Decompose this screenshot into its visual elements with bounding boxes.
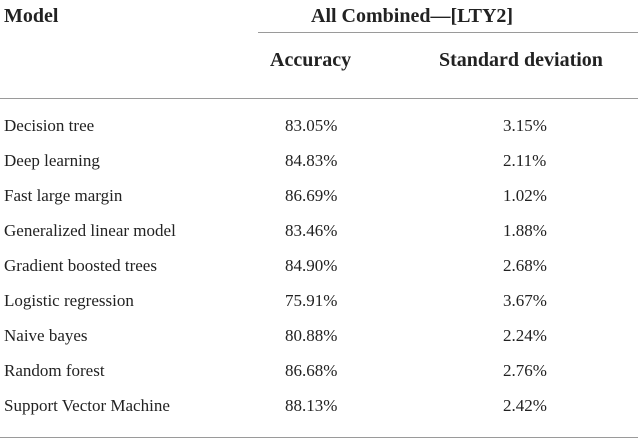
std-dev-cell: 2.68% xyxy=(503,256,547,275)
std-dev-cell: 1.02% xyxy=(503,186,547,205)
accuracy-cell: 83.46% xyxy=(285,221,338,240)
accuracy-cell: 84.83% xyxy=(285,151,338,170)
accuracy-cell: 75.91% xyxy=(285,291,338,310)
accuracy-cell: 86.68% xyxy=(285,361,338,380)
accuracy-cell: 83.05% xyxy=(285,116,338,135)
std-dev-cell: 2.11% xyxy=(503,151,547,170)
table-row: Fast large margin 86.69% 1.02% xyxy=(0,187,638,222)
accuracy-cell: 84.90% xyxy=(285,256,338,275)
model-name-cell: Deep learning xyxy=(4,151,100,170)
column-header-accuracy: Accuracy xyxy=(270,49,352,71)
accuracy-cell: 86.69% xyxy=(285,186,338,205)
std-dev-cell: 3.67% xyxy=(503,291,547,310)
std-dev-cell: 3.15% xyxy=(503,116,547,135)
model-name-cell: Decision tree xyxy=(4,116,95,135)
std-dev-cell: 2.24% xyxy=(503,326,547,345)
model-name-cell: Logistic regression xyxy=(4,291,134,310)
table-row: Naive bayes 80.88% 2.24% xyxy=(0,327,638,362)
table-row: Random forest 86.68% 2.76% xyxy=(0,362,638,397)
model-name-cell: Support Vector Machine xyxy=(4,396,170,415)
table-row: Generalized linear model 83.46% 1.88% xyxy=(0,222,638,257)
std-dev-cell: 2.42% xyxy=(503,396,547,415)
model-name-cell: Fast large margin xyxy=(4,186,123,205)
model-name-cell: Random forest xyxy=(4,361,105,380)
table-bottom-rule xyxy=(0,437,638,438)
column-group-header: All Combined—[LTY2] xyxy=(311,5,514,27)
table-row: Deep learning 84.83% 2.11% xyxy=(0,152,638,187)
column-header-standard-deviation: Standard deviation xyxy=(439,49,603,71)
table-row: Support Vector Machine 88.13% 2.42% xyxy=(0,397,638,432)
model-name-cell: Gradient boosted trees xyxy=(4,256,157,275)
header-rule xyxy=(0,98,638,99)
model-name-cell: Generalized linear model xyxy=(4,221,176,240)
table-row: Gradient boosted trees 84.90% 2.68% xyxy=(0,257,638,292)
accuracy-cell: 80.88% xyxy=(285,326,338,345)
std-dev-cell: 1.88% xyxy=(503,221,547,240)
table-row: Decision tree 83.05% 3.15% xyxy=(0,117,638,152)
group-header-rule xyxy=(258,32,638,33)
model-name-cell: Naive bayes xyxy=(4,326,88,345)
column-header-model: Model xyxy=(4,5,59,27)
accuracy-cell: 88.13% xyxy=(285,396,338,415)
std-dev-cell: 2.76% xyxy=(503,361,547,380)
table-row: Logistic regression 75.91% 3.67% xyxy=(0,292,638,327)
